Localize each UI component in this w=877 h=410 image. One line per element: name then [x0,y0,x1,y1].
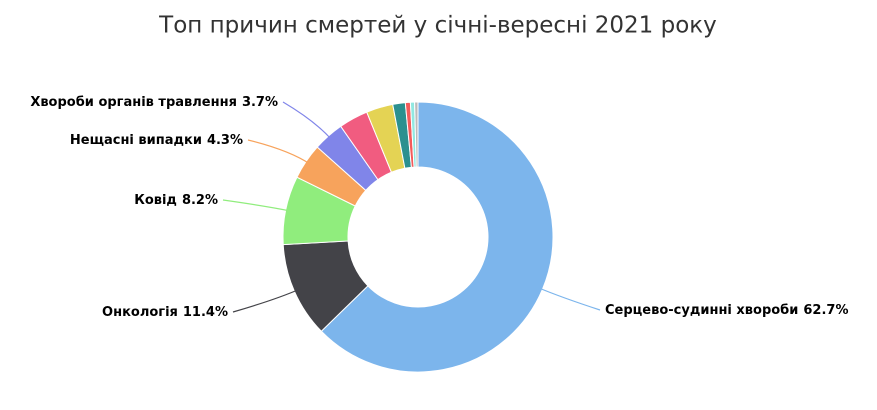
leader-line [282,101,333,141]
slice [320,101,554,373]
data-label: Нещасні випадки 4.3% [70,133,243,148]
data-label: Серцево-судинні хвороби 62.7% [605,303,848,318]
label-value: 8.2% [182,193,218,208]
label-category: Ковід [134,193,177,208]
label-category: Онкологія [102,305,178,320]
label-category: Нещасні випадки [70,133,202,148]
leader-line [537,286,601,311]
data-label: Онкологія 11.4% [102,305,228,320]
label-category: Хвороби органів травлення [30,95,237,110]
label-value: 4.3% [207,133,243,148]
leader-line [232,288,300,313]
label-value: 62.7% [803,303,848,318]
label-value: 3.7% [242,95,278,110]
data-label: Хвороби органів травлення 3.7% [30,95,278,110]
leader-line [247,139,311,165]
slice [414,101,419,168]
label-value: 11.4% [183,305,228,320]
chart-title: Топ причин смертей у січні-вересні 2021 … [158,13,717,39]
leader-line [222,199,291,212]
data-label: Ковід 8.2% [134,193,218,208]
label-category: Серцево-судинні хвороби [605,303,798,318]
